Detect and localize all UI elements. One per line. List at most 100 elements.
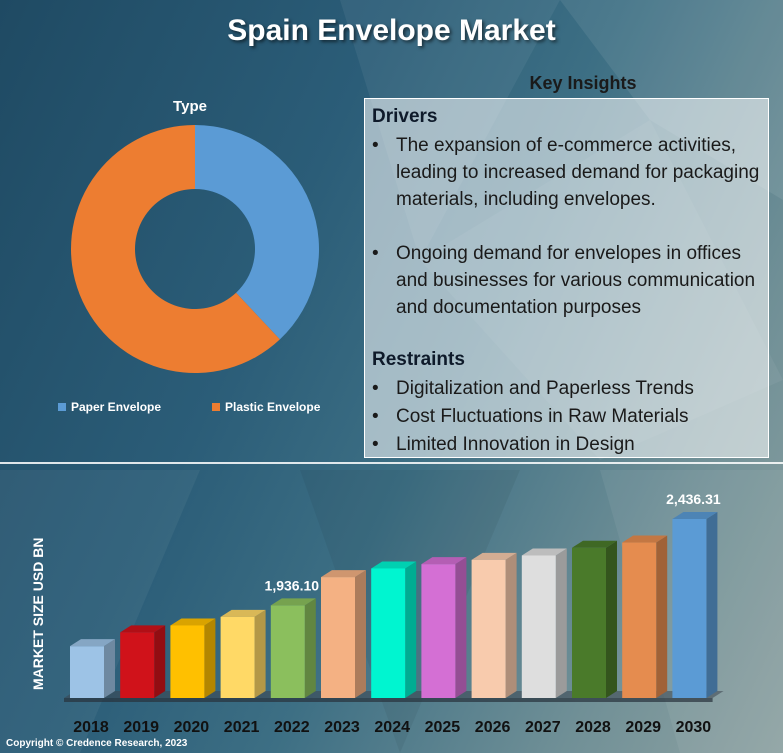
bar-top	[120, 625, 166, 633]
bar-side	[606, 540, 617, 698]
bar-2024	[371, 561, 417, 698]
bar-front	[70, 646, 104, 698]
driver-item-1: • The expansion of e-commerce activities…	[372, 132, 767, 213]
bar-top	[371, 561, 417, 569]
x-tick-label: 2026	[475, 719, 511, 736]
type-donut-chart	[70, 125, 319, 373]
chart-floor-edge	[64, 698, 713, 702]
market-size-bar-chart: 2018 2019 2020 2021 2022 1,936.10 2023 2024 2025…	[64, 491, 724, 736]
bar-front	[120, 632, 155, 698]
x-tick-label: 2024	[374, 719, 410, 736]
bar-top	[70, 639, 115, 647]
x-tick-label: 2022	[274, 719, 310, 736]
bar-2026	[471, 552, 517, 698]
bullet-icon: •	[372, 406, 379, 427]
bar-top	[572, 540, 617, 548]
bar-2022	[270, 598, 316, 698]
x-tick-label: 2027	[525, 719, 561, 736]
bar-side	[405, 561, 417, 698]
bar-top	[220, 609, 266, 617]
donut-slice-paper-envelope	[195, 125, 319, 340]
restraint-item-3: • Limited Innovation in Design	[372, 431, 767, 458]
bar-2019	[120, 625, 166, 698]
bar-top	[622, 535, 668, 543]
copyright-text: Copyright © Credence Research, 2023	[6, 738, 188, 749]
y-axis-label: MARKET SIZE USD BN	[30, 537, 46, 690]
x-tick-label: 2019	[123, 719, 159, 736]
bar-front	[672, 519, 707, 698]
bar-front	[170, 625, 205, 698]
bar-top	[471, 552, 517, 560]
bar-top	[321, 570, 366, 578]
bar-front	[321, 577, 355, 698]
bar-side	[656, 535, 668, 698]
x-tick-label: 2018	[73, 719, 109, 736]
bar-2021	[220, 609, 266, 698]
x-tick-label: 2020	[174, 719, 210, 736]
restraints-heading: Restraints	[372, 349, 465, 370]
bar-2018	[70, 639, 115, 698]
x-tick-label: 2029	[625, 719, 661, 736]
bar-2028	[572, 540, 617, 698]
bar-side	[154, 625, 166, 698]
bar-2027	[521, 548, 567, 698]
bar-side	[304, 598, 316, 698]
bar-front	[220, 616, 255, 698]
bullet-icon: •	[372, 434, 379, 455]
restraint-text-3: Limited Innovation in Design	[396, 434, 635, 455]
drivers-heading: Drivers	[372, 106, 438, 127]
restraint-item-1: • Digitalization and Paperless Trends	[372, 375, 767, 402]
bar-front	[421, 564, 456, 698]
bar-top	[521, 548, 567, 556]
legend-label-paper: Paper Envelope	[71, 400, 162, 414]
bar-top	[421, 557, 467, 565]
bar-top	[270, 598, 316, 606]
data-label: 1,936.10	[265, 577, 320, 593]
bar-side	[455, 557, 467, 698]
bar-front	[371, 568, 406, 698]
legend-plastic: Plastic Envelope	[212, 400, 320, 414]
legend-paper: Paper Envelope	[58, 400, 161, 414]
driver-text-2: Ongoing demand for envelopes in offices …	[396, 243, 756, 318]
bar-top	[672, 512, 718, 520]
bar-side	[555, 548, 567, 698]
legend-swatch-plastic	[212, 403, 220, 411]
donut-slice-plastic-envelope	[70, 125, 280, 373]
bar-2020	[170, 618, 216, 698]
bar-2030	[672, 512, 718, 698]
donut-title: Type	[173, 98, 207, 115]
x-tick-label: 2023	[324, 719, 360, 736]
bar-2025	[421, 557, 467, 698]
driver-item-2: • Ongoing demand for envelopes in office…	[372, 240, 767, 321]
bullet-icon: •	[372, 378, 379, 399]
x-tick-label: 2028	[575, 719, 611, 736]
legend-label-plastic: Plastic Envelope	[225, 400, 321, 414]
x-tick-label: 2025	[425, 719, 461, 736]
bar-front	[521, 555, 556, 698]
bar-side	[505, 552, 517, 698]
x-tick-label: 2021	[224, 719, 260, 736]
bar-side	[355, 570, 366, 698]
bar-side	[706, 512, 718, 698]
bar-top	[170, 618, 216, 626]
section-divider	[0, 462, 783, 464]
bar-2023	[321, 570, 366, 698]
restraint-text-2: Cost Fluctuations in Raw Materials	[396, 406, 689, 427]
restraint-text-1: Digitalization and Paperless Trends	[396, 378, 694, 399]
bar-front	[572, 547, 606, 698]
driver-text-1: The expansion of e-commerce activities, …	[396, 135, 760, 210]
x-tick-label: 2030	[676, 719, 712, 736]
bullet-icon: •	[372, 243, 379, 264]
insights-box	[364, 98, 769, 458]
legend-swatch-paper	[58, 403, 66, 411]
insights-title: Key Insights	[529, 73, 637, 93]
bar-front	[471, 559, 506, 698]
data-label: 2,436.31	[666, 491, 721, 507]
bar-side	[204, 618, 216, 698]
page-title: Spain Envelope Market	[227, 14, 556, 47]
bar-side	[104, 639, 115, 698]
restraint-item-2: • Cost Fluctuations in Raw Materials	[372, 403, 767, 430]
bar-front	[270, 605, 305, 698]
bar-2029	[622, 535, 668, 698]
